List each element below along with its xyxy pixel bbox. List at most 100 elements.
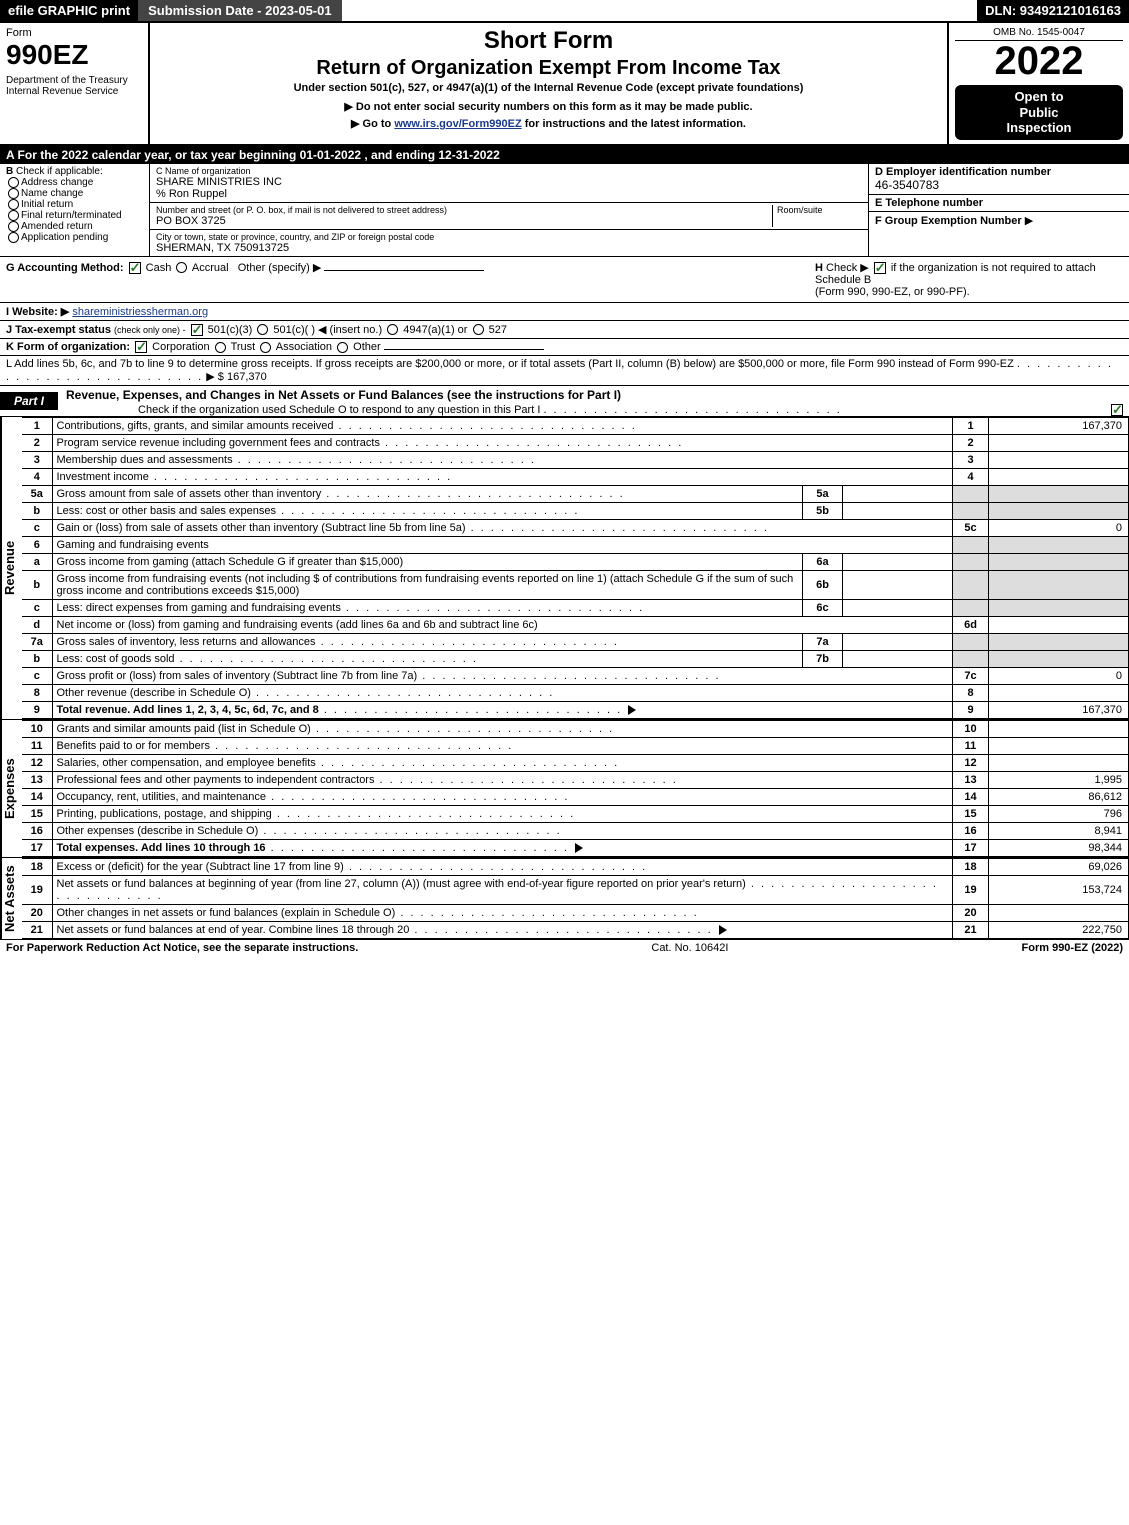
check-schedule-o[interactable] [1111, 404, 1123, 416]
l5a-shade [953, 486, 989, 503]
l5a-mn: 5a [803, 486, 843, 503]
under-section: Under section 501(c), 527, or 4947(a)(1)… [160, 82, 937, 94]
l14-rn: 14 [953, 789, 989, 806]
l7c-rn: 7c [953, 668, 989, 685]
check-501c3[interactable] [191, 324, 203, 336]
l21-n: 21 [22, 922, 52, 939]
c-city-row: City or town, state or province, country… [150, 230, 868, 256]
l6-shade [953, 537, 989, 554]
website-link[interactable]: shareministriessherman.org [72, 306, 208, 318]
l5b-n: b [22, 503, 52, 520]
line-17: 17 Total expenses. Add lines 10 through … [22, 840, 1129, 857]
check-other[interactable] [337, 342, 348, 353]
efile-label[interactable]: efile GRAPHIC print [0, 0, 138, 21]
l7c-v: 0 [989, 668, 1129, 685]
check-501c[interactable] [257, 324, 268, 335]
l6b-n: b [22, 571, 52, 600]
part1-title: Revenue, Expenses, and Changes in Net As… [58, 386, 1129, 404]
g-other: Other (specify) ▶ [238, 262, 322, 274]
l19-v: 153,724 [989, 876, 1129, 905]
e-row: E Telephone number [869, 195, 1129, 212]
l2-rn: 2 [953, 435, 989, 452]
f-label: F Group Exemption Number [875, 215, 1022, 227]
l6-d: Gaming and fundraising events [52, 537, 953, 554]
l7a-d: Gross sales of inventory, less returns a… [57, 636, 316, 648]
check-accrual[interactable] [176, 262, 187, 273]
part1-badge: Part I [0, 392, 58, 410]
k-other: Other [353, 341, 381, 353]
l5b-shade-v [989, 503, 1129, 520]
l6a-shade-v [989, 554, 1129, 571]
l3-v [989, 452, 1129, 469]
l5b-mv [843, 503, 953, 520]
l-amount: 167,370 [227, 371, 267, 383]
g-other-blank[interactable] [324, 270, 484, 271]
net-side-label: Net Assets [0, 858, 22, 939]
check-cash[interactable] [129, 262, 141, 274]
part1-header: Part I Revenue, Expenses, and Changes in… [0, 386, 1129, 417]
l12-d: Salaries, other compensation, and employ… [57, 757, 316, 769]
l2-n: 2 [22, 435, 52, 452]
check-assoc[interactable] [260, 342, 271, 353]
org-name: SHARE MINISTRIES INC [156, 176, 862, 188]
l6a-mv [843, 554, 953, 571]
b-label: B [6, 166, 13, 177]
l2-d: Program service revenue including govern… [57, 437, 380, 449]
l20-rn: 20 [953, 905, 989, 922]
h-col: H Check ▶ if the organization is not req… [809, 257, 1129, 302]
line-5c: c Gain or (loss) from sale of assets oth… [22, 520, 1129, 537]
check-address-change[interactable] [8, 177, 19, 188]
l15-n: 15 [22, 806, 52, 823]
l15-v: 796 [989, 806, 1129, 823]
check-trust[interactable] [215, 342, 226, 353]
check-final-return[interactable] [8, 210, 19, 221]
check-name-change[interactable] [8, 188, 19, 199]
line-5a: 5a Gross amount from sale of assets othe… [22, 486, 1129, 503]
l6d-d: Net income or (loss) from gaming and fun… [52, 617, 953, 634]
l20-d: Other changes in net assets or fund bala… [57, 907, 396, 919]
l6c-n: c [22, 600, 52, 617]
check-app-pending[interactable] [8, 232, 19, 243]
l19-d: Net assets or fund balances at beginning… [57, 878, 746, 890]
open-to-public-badge: Open to Public Inspection [955, 85, 1123, 140]
l13-v: 1,995 [989, 772, 1129, 789]
check-amended[interactable] [8, 221, 19, 232]
check-initial-return[interactable] [8, 199, 19, 210]
row-k: K Form of organization: Corporation Trus… [0, 339, 1129, 356]
opt-name: Name change [21, 188, 83, 199]
k-other-blank[interactable] [384, 349, 544, 350]
l8-n: 8 [22, 685, 52, 702]
l21-d: Net assets or fund balances at end of ye… [57, 924, 410, 936]
k-corp: Corporation [152, 341, 209, 353]
l1-v: 167,370 [989, 418, 1129, 435]
f-row: F Group Exemption Number ▶ [869, 212, 1129, 229]
l6b-d: Gross income from fundraising events (no… [52, 571, 803, 600]
i-label: I Website: ▶ [6, 306, 69, 318]
go-to-link[interactable]: www.irs.gov/Form990EZ [394, 118, 521, 130]
l10-v [989, 721, 1129, 738]
c-name-label: C Name of organization [156, 166, 862, 176]
arrow-icon [719, 925, 727, 935]
check-corp[interactable] [135, 341, 147, 353]
arrow-icon [575, 843, 583, 853]
g-col: G Accounting Method: Cash Accrual Other … [0, 257, 809, 302]
l-amount-label: ▶ $ [206, 371, 224, 383]
row-l: L Add lines 5b, 6c, and 7b to line 9 to … [0, 356, 1129, 386]
l-text: L Add lines 5b, 6c, and 7b to line 9 to … [6, 358, 1014, 370]
l7a-mv [843, 634, 953, 651]
footer-right: Form 990-EZ (2022) [1022, 942, 1123, 954]
check-4947[interactable] [387, 324, 398, 335]
l5a-d: Gross amount from sale of assets other t… [57, 488, 322, 500]
check-527[interactable] [473, 324, 484, 335]
h-text1: Check ▶ [826, 262, 869, 274]
check-h[interactable] [874, 262, 886, 274]
l6c-d: Less: direct expenses from gaming and fu… [57, 602, 341, 614]
form-number: 990EZ [6, 39, 142, 71]
expenses-table: 10 Grants and similar amounts paid (list… [22, 720, 1129, 857]
l6-n: 6 [22, 537, 52, 554]
g-cash: Cash [146, 262, 172, 274]
l14-d: Occupancy, rent, utilities, and maintena… [57, 791, 267, 803]
line-7a: 7a Gross sales of inventory, less return… [22, 634, 1129, 651]
expenses-side-label: Expenses [0, 720, 22, 857]
l9-n: 9 [22, 702, 52, 719]
